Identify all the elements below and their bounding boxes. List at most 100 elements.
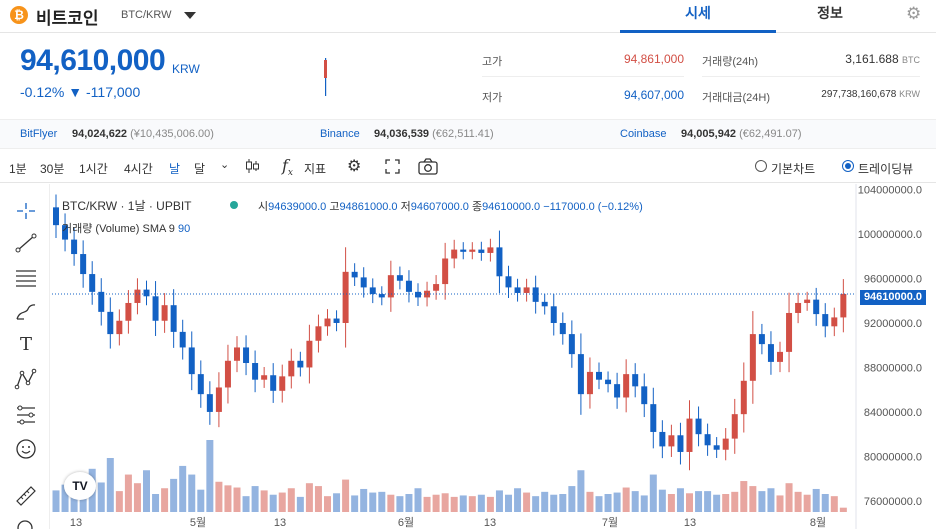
candle-body <box>786 312 793 352</box>
volume-bar <box>667 494 675 512</box>
pattern-icon[interactable] <box>14 368 38 390</box>
radio-tradingview[interactable] <box>842 160 854 172</box>
interval-1h[interactable]: 1시간 <box>79 162 108 176</box>
exchange-name[interactable]: Binance <box>320 128 360 140</box>
fullscreen-icon[interactable] <box>385 159 400 174</box>
volume-bar <box>523 492 531 512</box>
horizontal-lines-icon[interactable] <box>14 266 38 288</box>
camera-icon[interactable] <box>418 158 438 175</box>
candle-body <box>713 445 720 450</box>
interval-30m[interactable]: 30분 <box>40 162 65 176</box>
text-tool-icon[interactable]: T <box>19 334 32 355</box>
candles <box>53 194 847 471</box>
coin-header: ₿ 비트코인 BTC/KRW 시세 정보 ⚙ <box>0 0 936 33</box>
candle-body <box>351 271 358 278</box>
volume-bar <box>106 458 114 512</box>
candle-body <box>514 287 521 293</box>
y-tick-label: 92000000.0 <box>864 318 922 330</box>
indicator-button[interactable]: 지표 <box>304 162 327 176</box>
candle-body <box>270 375 277 391</box>
price-axis: 104000000.0 100000000.0 96000000.0 92000000… <box>855 184 922 529</box>
x-tick-label: 13 <box>274 517 286 529</box>
candle-body <box>623 374 630 398</box>
volume-bar <box>785 483 793 512</box>
drawing-toolbar: T <box>0 184 50 529</box>
chart-area[interactable]: T 104000000.0 100000000.0 96000000.0 920000… <box>0 184 936 529</box>
candle-body <box>143 289 150 297</box>
candle-body <box>822 314 829 327</box>
interval-month[interactable]: 달 <box>194 162 206 176</box>
trend-line-icon[interactable] <box>14 232 38 254</box>
volume-bar <box>704 491 712 512</box>
volume-bar <box>152 494 160 512</box>
candle-body <box>243 347 250 364</box>
x-tick-label: 13 <box>70 517 82 529</box>
volume-bar <box>676 488 684 512</box>
ruler-icon[interactable] <box>14 484 38 506</box>
emoji-icon[interactable] <box>14 438 38 460</box>
exchange-price: 94,036,539 (€62,511.41) <box>374 128 494 140</box>
price-unit: KRW <box>172 62 200 76</box>
tradingview-logo[interactable]: TV <box>64 472 96 500</box>
radio-basic-chart[interactable] <box>755 160 767 172</box>
zoom-icon[interactable] <box>14 518 38 529</box>
coin-pair: BTC/KRW <box>121 9 172 21</box>
candle-body <box>478 249 485 253</box>
change-percent: -0.12% <box>20 84 65 100</box>
volume-bar <box>631 491 639 512</box>
tab-info[interactable]: 정보 <box>817 5 843 21</box>
candle-body <box>777 351 783 362</box>
volume-bar <box>387 494 395 512</box>
candle-body <box>568 334 575 355</box>
volume-bar <box>396 496 404 512</box>
candle-body <box>740 380 747 415</box>
chevron-down-icon[interactable] <box>184 12 196 19</box>
volume-bar <box>61 484 69 512</box>
candle-body <box>261 375 268 380</box>
volume-bar <box>432 494 440 512</box>
candle-body <box>686 418 693 452</box>
chart-legend: BTC/KRW · 1날 · UPBIT <box>62 199 192 213</box>
gear-icon[interactable]: ⚙ <box>906 4 922 23</box>
exchange-name[interactable]: Coinbase <box>620 128 667 140</box>
candle-body <box>641 386 648 405</box>
brush-icon[interactable] <box>14 300 38 322</box>
fx-icon[interactable]: fx <box>282 156 293 179</box>
y-tick-label: 88000000.0 <box>864 362 922 374</box>
candle-body <box>89 274 96 292</box>
candle-body <box>53 207 59 226</box>
volume-bar <box>640 495 648 512</box>
candle-body <box>795 302 802 313</box>
exchange-name[interactable]: BitFlyer <box>20 128 58 140</box>
interval-4h[interactable]: 4시간 <box>124 162 153 176</box>
y-tick-label: 76000000.0 <box>864 496 922 508</box>
low-value: 94,607,000 <box>623 88 684 102</box>
price-chart[interactable]: 104000000.0 100000000.0 96000000.0 92000000… <box>0 184 936 529</box>
volume-bar <box>224 485 232 512</box>
volume-bar <box>613 492 621 512</box>
candle-body <box>677 435 684 452</box>
volume-bar <box>269 494 277 512</box>
gear-icon[interactable]: ⚙ <box>347 158 362 175</box>
tradingview-label[interactable]: 트레이딩뷰 <box>858 162 914 176</box>
volume-bar <box>287 488 295 512</box>
y-tick-label: 100000000.0 <box>858 229 922 241</box>
tab-price[interactable]: 시세 <box>620 0 776 33</box>
amount-label: 거래대금(24H) <box>702 92 770 104</box>
interval-1m[interactable]: 1분 <box>9 162 27 176</box>
volume-bar <box>839 507 847 512</box>
candle-type-icon[interactable] <box>244 158 260 174</box>
interval-day[interactable]: 날 <box>169 162 181 176</box>
prediction-icon[interactable] <box>14 404 38 426</box>
chevron-down-icon[interactable]: ⌄ <box>220 159 230 171</box>
volume-bar <box>767 488 775 512</box>
candle-body <box>224 360 231 388</box>
basic-chart-label[interactable]: 기본차트 <box>771 162 816 176</box>
crosshair-icon[interactable] <box>14 200 38 222</box>
candle-body <box>125 302 132 321</box>
volume-bar <box>233 487 241 512</box>
volume-bar <box>423 496 431 512</box>
candle-body <box>396 275 403 281</box>
candle-body <box>731 414 738 439</box>
volume-bar <box>803 494 811 512</box>
